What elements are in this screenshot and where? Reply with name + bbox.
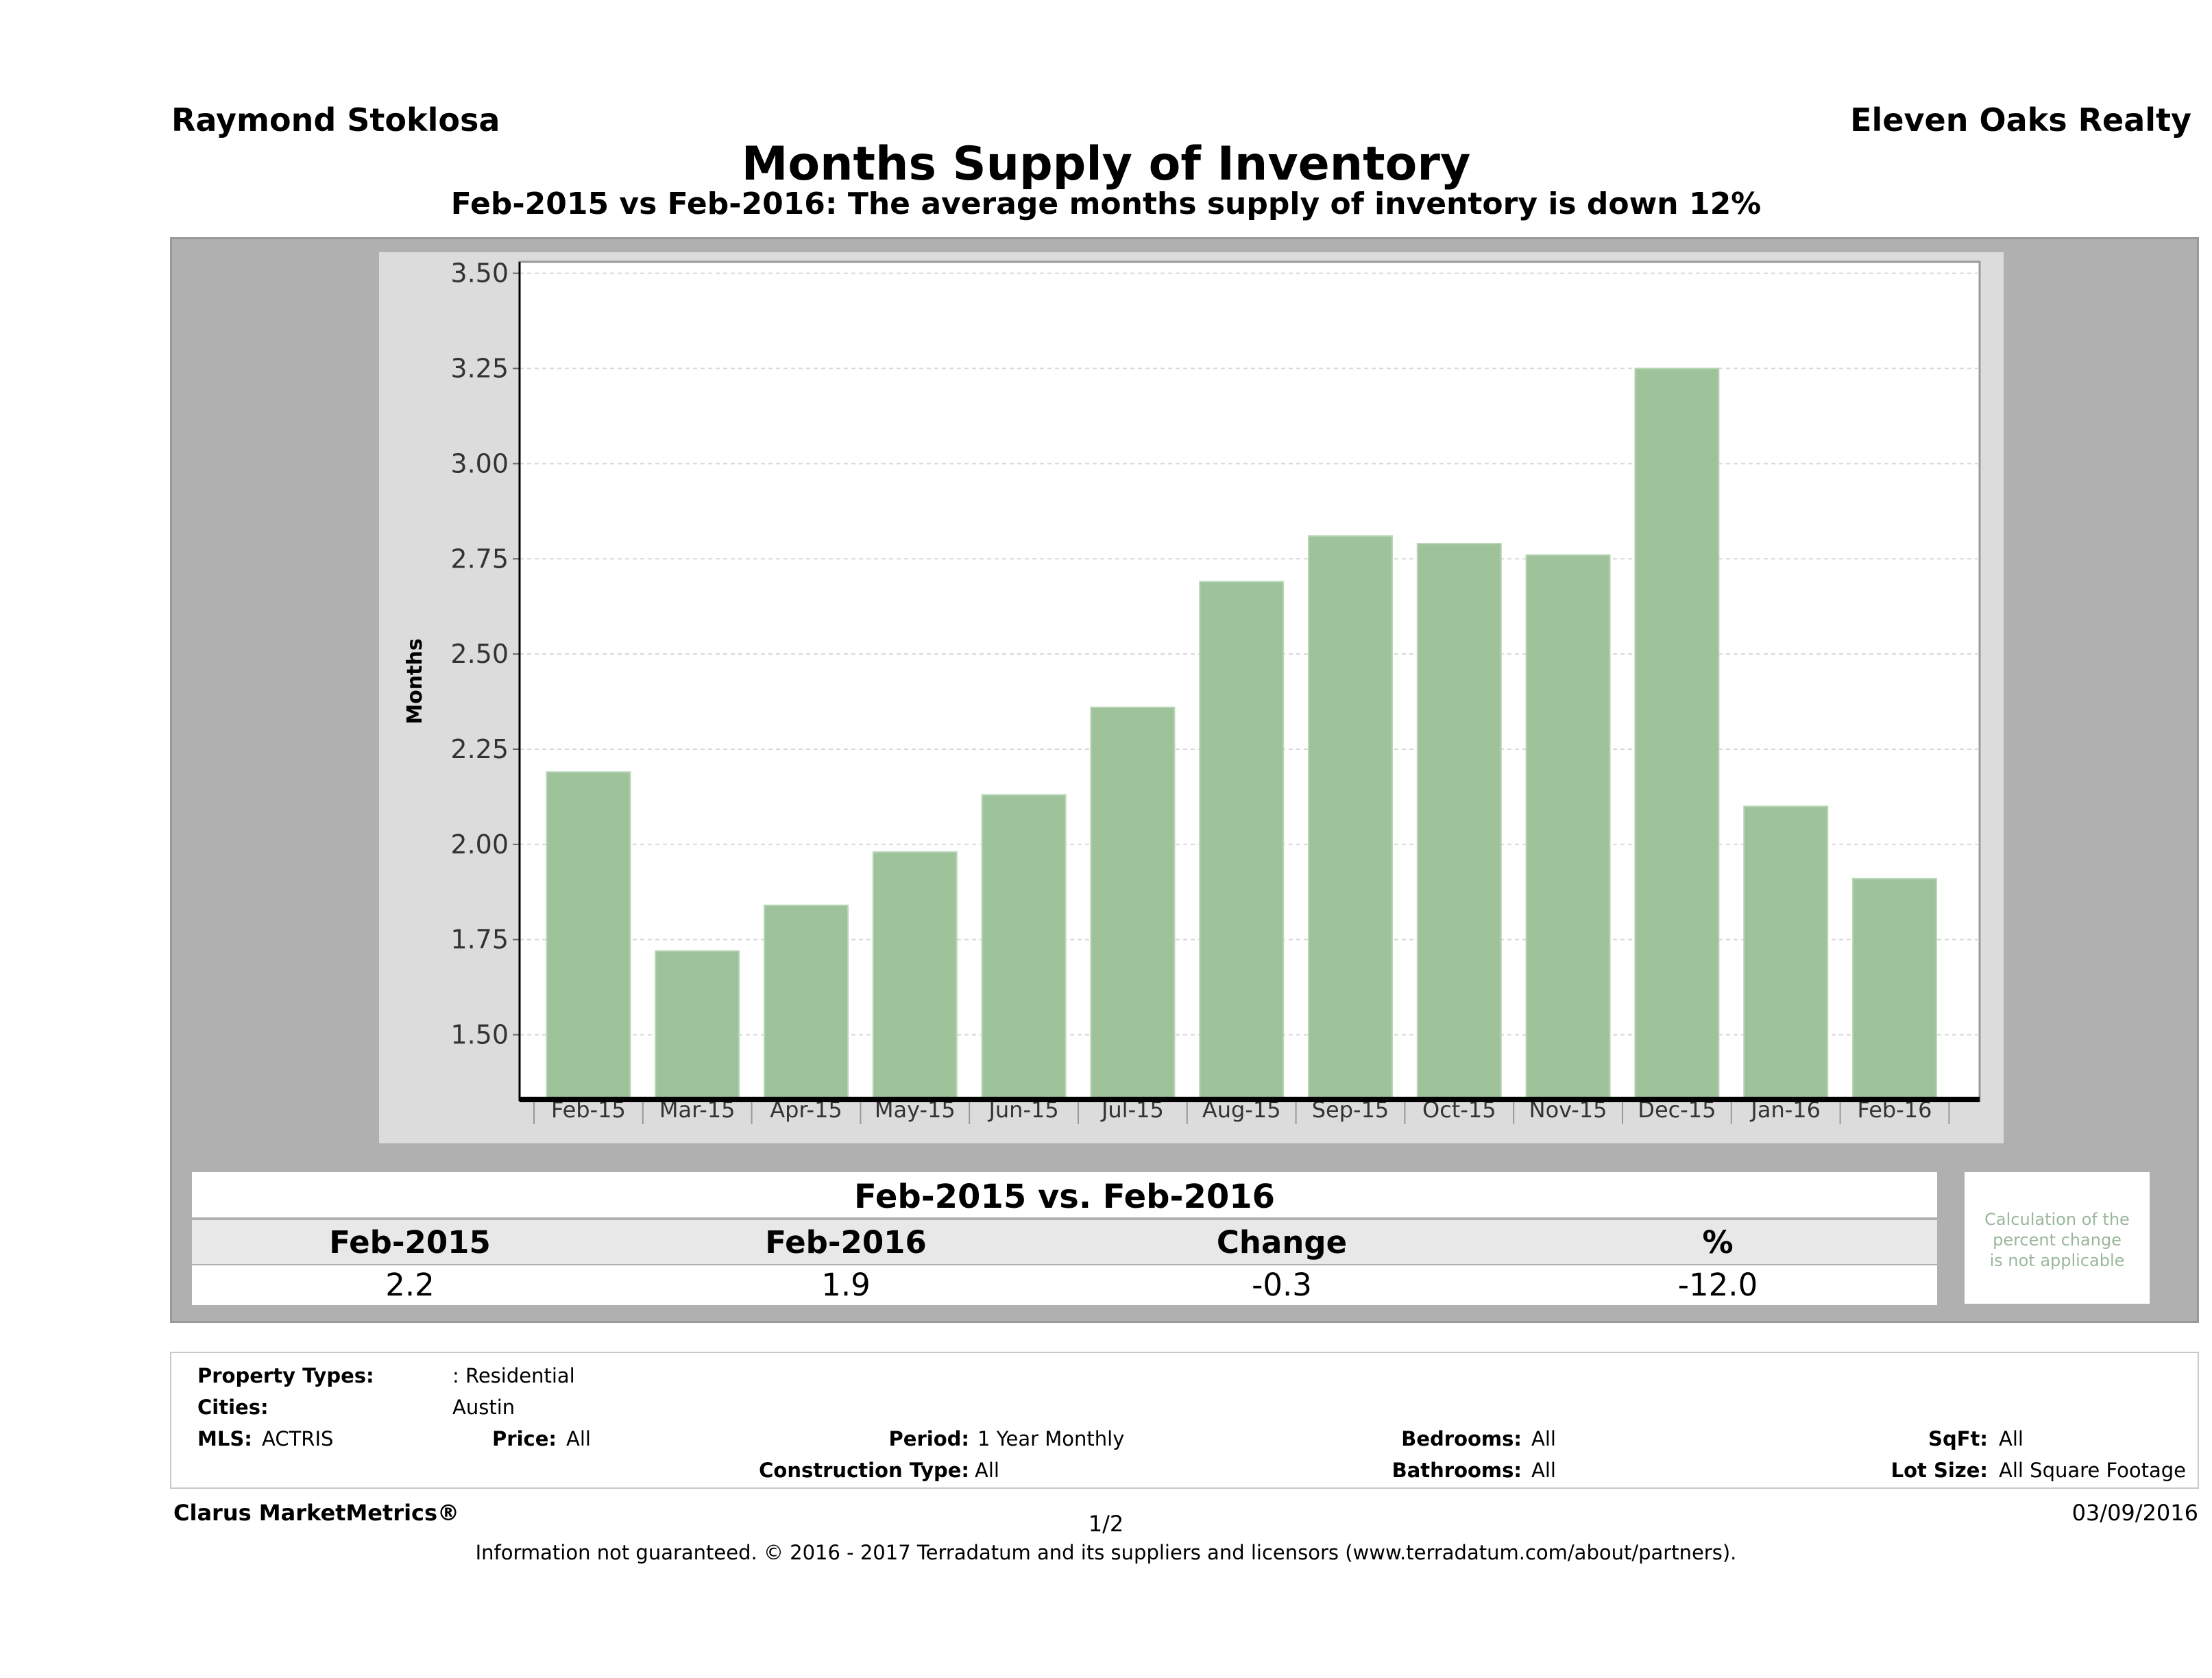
- mls-value: ACTRIS: [262, 1427, 334, 1450]
- y-tick-label: 2.25: [450, 734, 509, 764]
- brokerage-name: Eleven Oaks Realty: [1850, 101, 2191, 138]
- percent-note-box: [1965, 1172, 2150, 1304]
- bar-apr-15: [764, 904, 849, 1101]
- disclaimer: Information not guaranteed. © 2016 - 201…: [475, 1541, 1737, 1564]
- property-types-label: Property Types:: [197, 1364, 374, 1387]
- bedrooms-label: Bedrooms:: [1401, 1427, 1522, 1450]
- price-value: All: [566, 1427, 591, 1450]
- bar-jul-15: [1090, 706, 1176, 1100]
- comparison-label-row: [192, 1220, 1937, 1264]
- bar-aug-15: [1199, 581, 1285, 1100]
- agent-name: Raymond Stoklosa: [171, 101, 500, 138]
- bar-sep-15: [1308, 535, 1393, 1101]
- y-tick-label: 3.50: [450, 258, 509, 289]
- y-tick-label: 2.75: [450, 544, 509, 574]
- comparison-header-bg: [192, 1172, 1937, 1217]
- label-change: Change: [1216, 1224, 1348, 1261]
- value-change: -0.3: [1252, 1267, 1312, 1303]
- bedrooms-value: All: [1531, 1427, 1556, 1450]
- value-feb-2016: 1.9: [821, 1267, 871, 1303]
- y-tick-label: 1.75: [450, 925, 509, 955]
- bar-feb-15: [546, 771, 631, 1100]
- bar-jun-15: [981, 794, 1067, 1100]
- label-percent: %: [1702, 1224, 1734, 1261]
- y-tick-label: 2.00: [450, 829, 509, 860]
- y-tick-label: 1.50: [450, 1020, 509, 1050]
- lot-size-value: All Square Footage: [1999, 1459, 2187, 1482]
- report-title: Months Supply of Inventory: [741, 137, 1471, 191]
- label-feb-2016: Feb-2016: [765, 1224, 927, 1261]
- comparison-heading: Feb-2015 vs. Feb-2016: [853, 1178, 1276, 1216]
- percent-note: Calculation of the percent change is not…: [1984, 1210, 2130, 1270]
- filter-criteria-box: [170, 1352, 2199, 1489]
- y-tick-label: 3.25: [450, 354, 509, 384]
- cities-value: Austin: [452, 1396, 515, 1419]
- product-name: Clarus MarketMetrics®: [173, 1500, 460, 1526]
- bar-may-15: [872, 851, 958, 1100]
- period-value: 1 Year Monthly: [977, 1427, 1125, 1450]
- value-percent: -12.0: [1677, 1267, 1758, 1303]
- sqft-label: SqFt:: [1928, 1427, 1988, 1450]
- value-feb-2015: 2.2: [385, 1267, 435, 1303]
- bar-jan-16: [1743, 805, 1829, 1100]
- label-feb-2015: Feb-2015: [329, 1224, 491, 1261]
- cities-label: Cities:: [197, 1396, 269, 1419]
- bathrooms-label: Bathrooms:: [1391, 1459, 1522, 1482]
- property-types-value: : Residential: [452, 1364, 575, 1387]
- period-label: Period:: [888, 1427, 969, 1450]
- bar-nov-15: [1525, 554, 1611, 1100]
- y-axis-label: Months: [403, 638, 427, 724]
- report-date: 03/09/2016: [2071, 1500, 2198, 1526]
- y-tick-label: 3.00: [450, 448, 509, 478]
- report-subtitle: Feb-2015 vs Feb-2016: The average months…: [450, 186, 1762, 221]
- construction-type-value: All: [975, 1459, 999, 1482]
- bar-dec-15: [1634, 367, 1720, 1101]
- bar-mar-15: [655, 950, 740, 1101]
- y-tick-label: 2.50: [450, 639, 509, 669]
- price-label: Price:: [492, 1427, 557, 1450]
- bar-chart: 1.501.752.002.252.502.753.003.253.50 Feb…: [379, 252, 2004, 1143]
- construction-type-label: Construction Type:: [759, 1459, 969, 1482]
- bathrooms-value: All: [1531, 1459, 1556, 1482]
- page-number: 1/2: [1088, 1511, 1124, 1537]
- mls-label: MLS:: [197, 1427, 252, 1450]
- lot-size-label: Lot Size:: [1891, 1459, 1988, 1482]
- comparison-value-row: [192, 1265, 1937, 1305]
- sqft-value: All: [1999, 1427, 2023, 1450]
- bar-oct-15: [1416, 543, 1502, 1100]
- bar-feb-16: [1852, 877, 1937, 1100]
